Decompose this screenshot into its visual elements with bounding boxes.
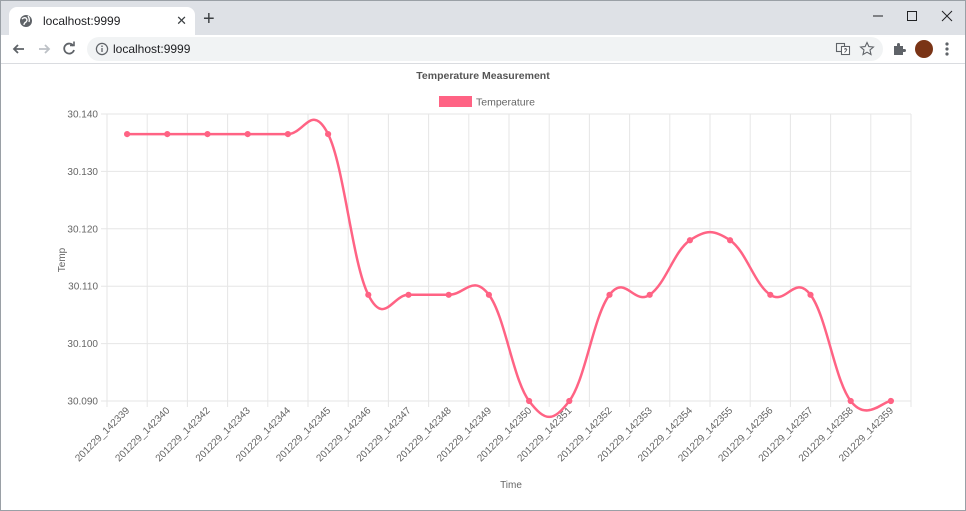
maximize-icon[interactable] [902, 7, 922, 25]
address-bar[interactable]: localhost:9999 [87, 37, 883, 61]
legend-label: Temperature [476, 97, 535, 109]
data-point [365, 291, 372, 298]
close-window-icon[interactable] [937, 7, 957, 25]
data-point [606, 291, 613, 298]
data-point [646, 291, 653, 298]
page-viewport: Temperature Measurement Temperature Temp… [1, 64, 965, 510]
extensions-puzzle-icon[interactable] [891, 41, 907, 57]
translate-icon[interactable] [835, 41, 851, 57]
data-point [244, 130, 251, 138]
y-axis-label: Temp [57, 247, 68, 272]
data-point [887, 397, 895, 405]
info-icon[interactable] [95, 42, 109, 56]
forward-arrow-icon[interactable] [34, 39, 54, 59]
data-point [325, 130, 332, 138]
legend-swatch[interactable] [439, 96, 472, 107]
data-point [686, 237, 694, 244]
close-icon[interactable]: ✕ [176, 13, 187, 28]
chart-title: Temperature Measurement [416, 70, 550, 82]
x-axis-label: Time [500, 480, 522, 491]
tab-title: localhost:9999 [43, 14, 121, 28]
y-tick-label: 30.100 [67, 339, 98, 350]
tab-localhost[interactable]: localhost:9999 ✕ [9, 7, 195, 35]
data-point [566, 397, 573, 405]
data-point [767, 291, 774, 298]
y-tick-label: 30.140 [67, 110, 98, 121]
tab-strip: localhost:9999 ✕ + [1, 1, 965, 35]
new-tab-button[interactable]: + [203, 8, 215, 30]
temperature-line-chart: Temperature Measurement Temperature Temp… [57, 70, 912, 491]
star-icon[interactable] [859, 41, 875, 57]
y-tick-label: 30.090 [67, 397, 98, 408]
back-arrow-icon[interactable] [9, 39, 29, 59]
data-point [485, 291, 492, 298]
minimize-icon[interactable] [868, 7, 888, 25]
data-point [284, 130, 291, 138]
data-point [405, 291, 412, 298]
data-point [124, 130, 131, 138]
address-text: localhost:9999 [113, 42, 191, 56]
data-point [445, 291, 452, 298]
data-point [807, 291, 814, 298]
y-tick-label: 30.110 [68, 282, 98, 293]
reload-icon[interactable] [59, 39, 79, 59]
profile-avatar[interactable] [915, 40, 933, 58]
y-tick-label: 30.130 [67, 167, 98, 178]
data-point [727, 237, 734, 244]
data-point [164, 130, 171, 138]
data-point [526, 397, 533, 405]
more-menu-icon[interactable] [943, 40, 951, 58]
data-point [847, 397, 854, 405]
data-point [204, 130, 211, 138]
y-tick-label: 30.120 [67, 224, 98, 235]
globe-icon [20, 15, 32, 27]
browser-toolbar: localhost:9999 [1, 35, 965, 64]
temperature-series-line [127, 118, 892, 419]
